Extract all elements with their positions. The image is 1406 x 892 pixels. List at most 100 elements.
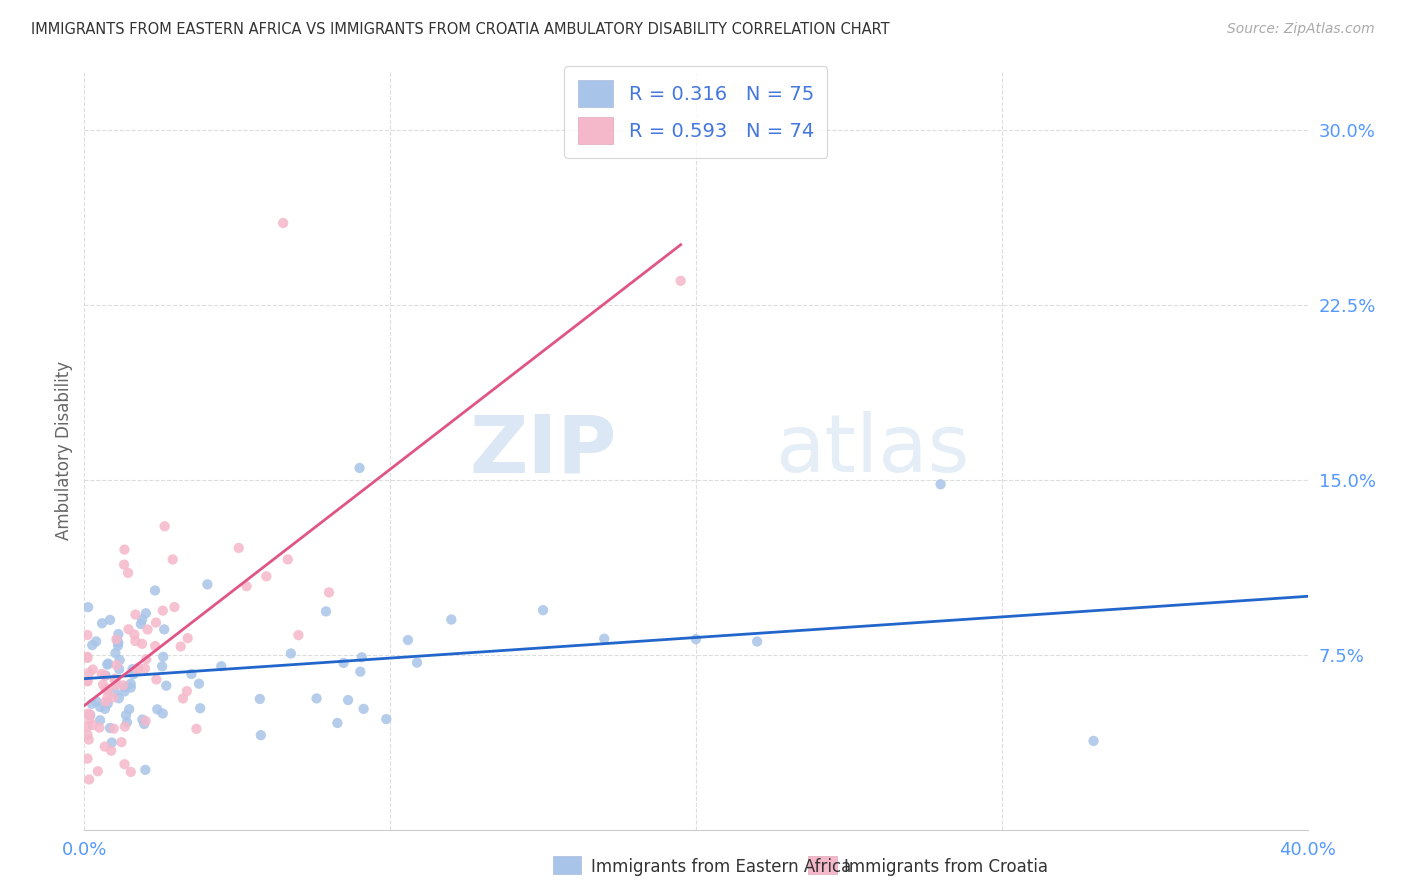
- Point: [127, 661, 149, 675]
- Point: [115, 715, 138, 730]
- Point: [152, 604, 174, 618]
- Point: [97, 657, 120, 671]
- Point: [108, 662, 131, 676]
- Point: [120, 677, 142, 691]
- Point: [1083, 734, 1105, 748]
- Point: [89, 700, 111, 714]
- Point: [117, 566, 139, 580]
- Point: [79, 708, 101, 723]
- Point: [77, 732, 100, 747]
- Point: [87, 764, 110, 779]
- Point: [332, 656, 354, 670]
- Point: [93, 668, 115, 682]
- Point: [176, 684, 198, 698]
- Point: [96, 657, 118, 672]
- Point: [337, 693, 360, 707]
- Point: [122, 667, 145, 681]
- Point: [82, 638, 104, 652]
- Point: [127, 664, 149, 678]
- Point: [121, 662, 143, 676]
- Point: [98, 721, 121, 735]
- Point: [107, 627, 129, 641]
- Point: [76, 728, 98, 742]
- Point: [104, 685, 127, 699]
- Point: [97, 681, 120, 696]
- Text: Immigrants from Eastern Africa: Immigrants from Eastern Africa: [591, 858, 851, 876]
- Point: [114, 720, 136, 734]
- Point: [112, 558, 135, 572]
- Point: [153, 519, 176, 533]
- Point: [117, 623, 139, 637]
- Point: [440, 613, 463, 627]
- Point: [305, 691, 328, 706]
- Text: Source: ZipAtlas.com: Source: ZipAtlas.com: [1227, 22, 1375, 37]
- Point: [107, 639, 129, 653]
- Point: [94, 702, 117, 716]
- Point: [685, 632, 707, 647]
- Point: [131, 613, 153, 627]
- Point: [145, 615, 167, 630]
- Point: [112, 678, 135, 692]
- Point: [929, 477, 952, 491]
- Point: [82, 718, 104, 732]
- Point: [76, 651, 98, 665]
- Point: [91, 616, 114, 631]
- Point: [124, 627, 146, 641]
- Point: [406, 656, 429, 670]
- Point: [349, 665, 371, 679]
- Text: IMMIGRANTS FROM EASTERN AFRICA VS IMMIGRANTS FROM CROATIA AMBULATORY DISABILITY : IMMIGRANTS FROM EASTERN AFRICA VS IMMIGR…: [31, 22, 890, 37]
- FancyBboxPatch shape: [808, 856, 837, 874]
- Point: [104, 678, 127, 692]
- Point: [90, 667, 112, 681]
- Point: [77, 706, 100, 721]
- Point: [104, 646, 127, 660]
- Text: Immigrants from Croatia: Immigrants from Croatia: [844, 858, 1047, 876]
- Y-axis label: Ambulatory Disability: Ambulatory Disability: [55, 361, 73, 540]
- Point: [135, 652, 157, 666]
- Point: [101, 690, 124, 705]
- Point: [375, 712, 398, 726]
- Legend: R = 0.316   N = 75, R = 0.593   N = 74: R = 0.316 N = 75, R = 0.593 N = 74: [564, 66, 828, 158]
- Point: [163, 600, 186, 615]
- Point: [134, 763, 156, 777]
- Point: [146, 702, 169, 716]
- Point: [135, 607, 157, 621]
- Point: [89, 713, 111, 727]
- Point: [254, 569, 277, 583]
- Point: [76, 673, 98, 688]
- Point: [318, 585, 340, 599]
- Point: [104, 672, 127, 686]
- Text: ZIP: ZIP: [470, 411, 616, 490]
- Point: [131, 713, 153, 727]
- Point: [353, 702, 375, 716]
- Point: [124, 607, 146, 622]
- Point: [76, 649, 98, 664]
- Point: [134, 717, 156, 731]
- Point: [110, 735, 132, 749]
- Point: [86, 695, 108, 709]
- Point: [349, 461, 371, 475]
- FancyBboxPatch shape: [553, 856, 581, 874]
- Point: [76, 719, 98, 733]
- Point: [103, 722, 125, 736]
- Point: [124, 634, 146, 648]
- Point: [79, 707, 101, 722]
- Point: [84, 634, 107, 648]
- Point: [188, 677, 211, 691]
- Point: [100, 744, 122, 758]
- Point: [669, 274, 692, 288]
- Point: [77, 600, 100, 615]
- Point: [277, 552, 299, 566]
- Point: [97, 697, 120, 711]
- Point: [114, 542, 136, 557]
- Point: [80, 697, 103, 711]
- Point: [250, 728, 273, 742]
- Point: [186, 722, 208, 736]
- Point: [271, 216, 294, 230]
- Point: [129, 617, 152, 632]
- Point: [96, 690, 118, 705]
- Point: [108, 691, 131, 706]
- Point: [76, 674, 98, 689]
- Point: [105, 633, 128, 648]
- Point: [104, 674, 127, 689]
